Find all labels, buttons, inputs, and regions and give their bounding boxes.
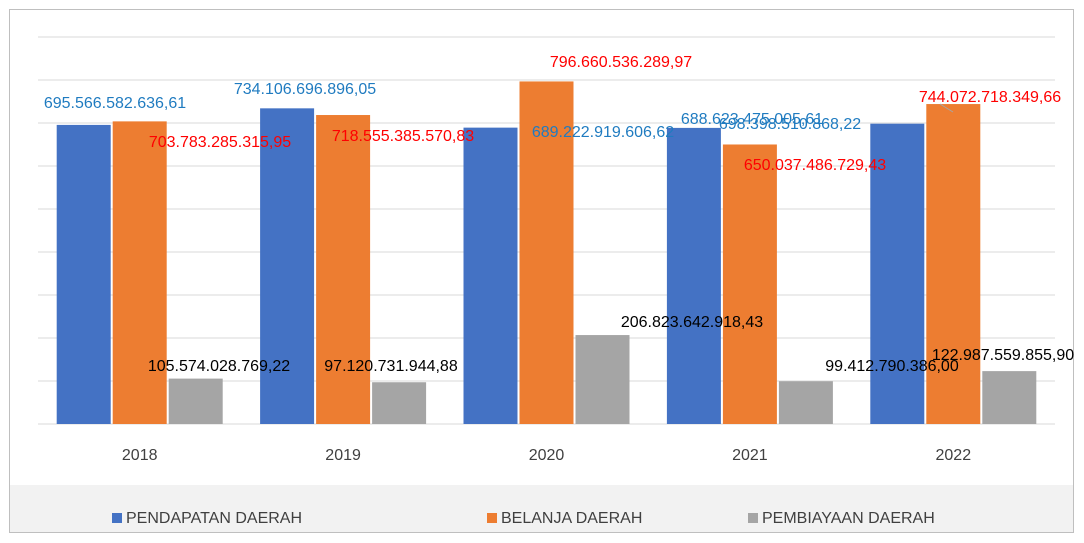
legend-label: PEMBIAYAAN DAERAH <box>762 510 935 527</box>
data-label: 650.037.486.729,43 <box>744 157 886 174</box>
legend-label: BELANJA DAERAH <box>501 510 642 527</box>
bar <box>982 371 1037 424</box>
data-label: 703.783.285.315,95 <box>149 134 291 151</box>
x-tick-label: 2018 <box>122 447 158 464</box>
data-label: 97.120.731.944,88 <box>324 358 458 375</box>
data-label: 688.623.475.005,61 <box>681 111 823 128</box>
data-label: 206.823.642.918,43 <box>621 314 763 331</box>
x-tick-label: 2021 <box>732 447 768 464</box>
x-tick-label: 2022 <box>936 447 972 464</box>
legend-label: PENDAPATAN DAERAH <box>126 510 302 527</box>
data-label: 744.072.718.349,66 <box>919 89 1061 106</box>
data-label: 698.398.510.868,22 <box>719 116 861 133</box>
bar <box>722 144 777 424</box>
bar <box>575 335 630 424</box>
bar <box>926 104 981 424</box>
data-label: 796.660.536.289,97 <box>550 54 692 71</box>
bar <box>112 121 167 425</box>
data-label: 734.106.696.896,05 <box>234 81 376 98</box>
data-label: 695.566.582.636,61 <box>44 95 186 112</box>
legend-swatch <box>112 513 122 523</box>
bar <box>666 127 721 424</box>
legend-area <box>10 485 1073 532</box>
bar <box>260 108 315 425</box>
bar <box>316 115 371 425</box>
data-label: 122.987.559.855,90 <box>932 347 1074 364</box>
bar <box>168 378 223 424</box>
x-tick-label: 2019 <box>325 447 361 464</box>
data-label: 689.222.919.606,62 <box>532 124 674 141</box>
x-tick-label: 2020 <box>529 447 565 464</box>
bar <box>778 381 833 424</box>
bar <box>519 81 574 424</box>
bar <box>372 382 427 424</box>
bar <box>56 124 111 424</box>
data-label: 99.412.790.386,00 <box>825 358 959 375</box>
data-label: 718.555.385.570,83 <box>332 128 474 145</box>
bar <box>463 127 518 424</box>
leader-line <box>939 103 954 113</box>
legend-swatch <box>487 513 497 523</box>
legend-swatch <box>748 513 758 523</box>
data-label: 105.574.028.769,22 <box>148 358 290 375</box>
bar <box>870 123 925 425</box>
